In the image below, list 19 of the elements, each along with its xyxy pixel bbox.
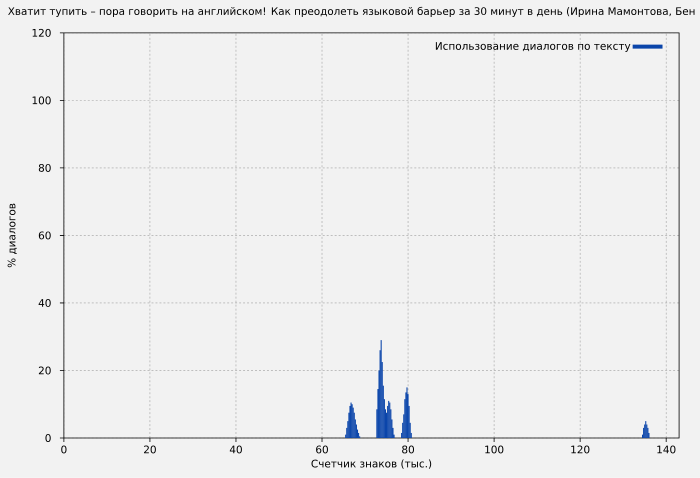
y-tick-label: 60 bbox=[38, 232, 51, 240]
x-tick-label: 120 bbox=[571, 446, 590, 454]
y-tick-label: 0 bbox=[45, 434, 51, 442]
x-axis-title: Счетчик знаков (тыс.) bbox=[312, 460, 432, 469]
x-tick-label: 80 bbox=[402, 446, 414, 454]
x-tick-label: 100 bbox=[485, 446, 504, 454]
chart-title: Хватит тупить – пора говорить на английском! Как преодолеть языковой барьер за 30 минут в день (Ирина Мамонтова, Бен bbox=[8, 6, 694, 18]
y-tick-label: 20 bbox=[38, 366, 51, 375]
y-tick-label: 120 bbox=[32, 28, 51, 37]
y-tick-label: 80 bbox=[38, 164, 51, 172]
y-tick-label: 40 bbox=[38, 299, 51, 307]
x-tick-label: 40 bbox=[230, 446, 242, 454]
x-tick-label: 0 bbox=[61, 446, 67, 454]
y-axis-title: % диалогов bbox=[8, 204, 17, 268]
legend-label: Использование диалогов по тексту bbox=[436, 42, 630, 52]
x-tick-label: 140 bbox=[657, 446, 676, 454]
x-tick-label: 20 bbox=[144, 446, 156, 454]
y-tick-label: 100 bbox=[32, 96, 51, 104]
x-tick-label: 60 bbox=[316, 446, 328, 454]
